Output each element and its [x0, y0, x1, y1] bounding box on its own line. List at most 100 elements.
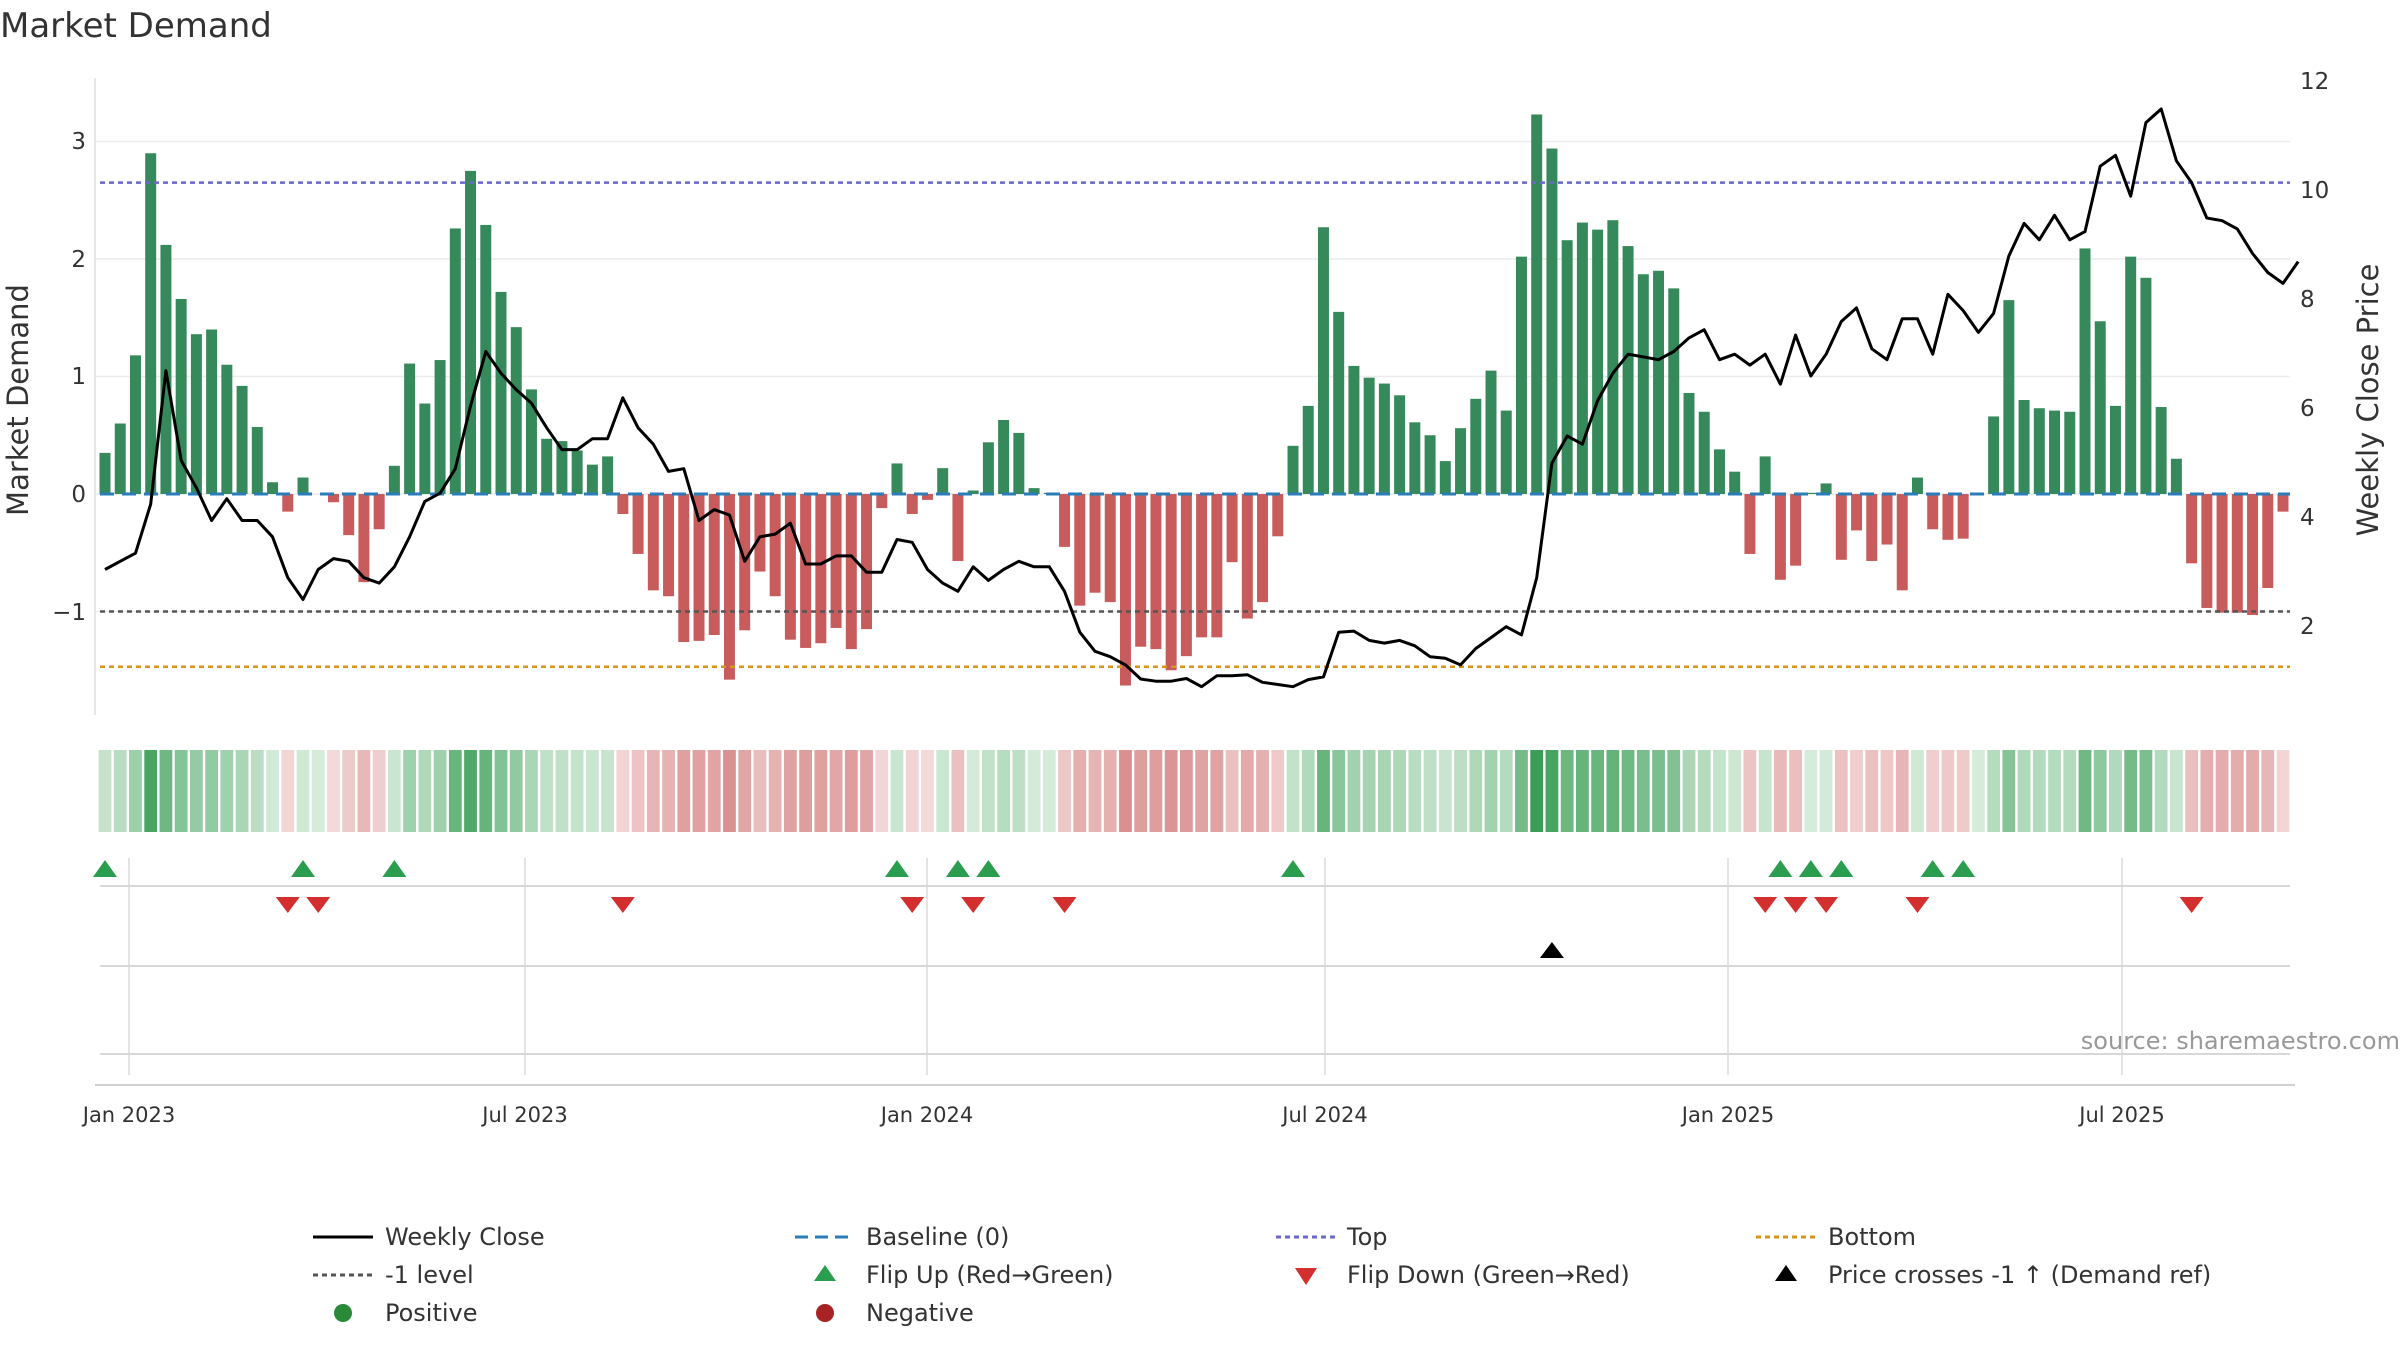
heat-strip-cell: [1926, 750, 1940, 832]
positive-demand-bar: [525, 389, 537, 495]
flip-down-marker: [961, 897, 986, 913]
heat-strip-cell: [860, 750, 873, 832]
negative-demand-bar: [1196, 494, 1208, 638]
positive-demand-bar: [556, 441, 568, 495]
heat-strip-cell: [890, 750, 904, 832]
positive-demand-bar: [175, 298, 187, 494]
heat-strip-cell: [98, 750, 112, 832]
negative-demand-bar: [1257, 494, 1269, 603]
heat-strip-cell: [1530, 750, 1544, 832]
negative-demand-bar: [282, 494, 294, 512]
heat-strip-cell: [951, 750, 965, 832]
legend-price-cross: Price crosses -1 ↑ (Demand ref): [1828, 1261, 2211, 1289]
heat-strip-cell: [814, 750, 828, 832]
positive-demand-bar: [1820, 483, 1832, 494]
heat-strip-cell: [1271, 750, 1285, 832]
legend-swatch-negative: [816, 1304, 834, 1322]
positive-demand-bar: [1805, 492, 1817, 494]
heat-strip-cell: [1545, 750, 1559, 832]
x-tick-jul-2023: Jul 2023: [480, 1103, 567, 1127]
y2-tick-8: 8: [2300, 287, 2315, 313]
legend-top: Top: [1346, 1223, 1388, 1251]
heat-strip-cell: [936, 750, 950, 832]
heat-strip-cell: [220, 750, 234, 832]
heat-strip-cell: [1880, 750, 1894, 832]
heat-strip-cell: [540, 750, 554, 832]
heat-strip-cell: [1377, 750, 1391, 832]
positive-demand-bar: [510, 327, 522, 494]
negative-demand-bar: [327, 494, 339, 503]
positive-demand-bar: [1378, 383, 1390, 494]
heat-strip-cell: [723, 750, 736, 832]
positive-demand-bar: [2155, 407, 2167, 494]
negative-demand-bar: [373, 494, 385, 530]
heat-strip-cell: [2124, 750, 2138, 832]
flip-down-marker: [900, 897, 925, 913]
positive-demand-bar: [251, 427, 263, 494]
legend-swatch-flip-down: [1295, 1268, 1317, 1285]
positive-demand-bar: [2003, 300, 2015, 495]
heat-strip-cell: [1819, 750, 1833, 832]
heat-strip-cell: [357, 750, 371, 832]
negative-demand-bar: [2277, 494, 2289, 512]
gridlines: [95, 140, 2290, 1075]
positive-demand-bar: [145, 153, 157, 494]
positive-demand-bar: [1470, 398, 1482, 494]
positive-demand-bar: [1287, 445, 1299, 494]
positive-demand-bar: [1348, 365, 1360, 494]
heat-strip-cell: [2048, 750, 2061, 832]
positive-demand-bar: [1622, 246, 1634, 494]
heat-strip-cell: [327, 750, 340, 832]
heat-strip-cell: [1210, 750, 1224, 832]
heat-strip-cell: [1606, 750, 1620, 832]
heat-strip-cell: [1956, 750, 1970, 832]
x-tick-jul-2025: Jul 2025: [2077, 1103, 2164, 1127]
heat-strip-cell: [1971, 750, 1985, 832]
heat-strip-cell: [250, 750, 264, 832]
heat-strip-cell: [403, 750, 417, 832]
heat-strip-cell: [2215, 750, 2229, 832]
heat-strip-cell: [1195, 750, 1209, 832]
heat-strip-cell: [1423, 750, 1437, 832]
demand-heat-strip: [98, 750, 2290, 832]
negative-demand-bar: [1059, 494, 1071, 547]
positive-demand-bar: [1698, 411, 1710, 494]
reference-lines: [100, 181, 2290, 668]
heat-strip-cell: [2230, 750, 2244, 832]
negative-demand-bar: [343, 494, 355, 536]
y-axis-label: Market Demand: [1, 284, 35, 516]
positive-demand-bar: [1713, 449, 1725, 494]
positive-demand-bar: [937, 468, 949, 494]
heat-strip-cell: [1240, 750, 1254, 832]
heat-strip-cell: [1179, 750, 1193, 832]
heat-strip-cell: [1164, 750, 1178, 832]
heat-strip-cell: [129, 750, 142, 832]
positive-demand-bar: [2094, 321, 2106, 494]
source-note: source: sharemaestro.com: [2081, 1027, 2400, 1055]
heat-strip-cell: [1560, 750, 1574, 832]
negative-demand-bar: [1211, 494, 1223, 638]
flip-down-marker: [1052, 897, 1077, 913]
heat-strip-cell: [1804, 750, 1818, 832]
positive-demand-bar: [1668, 288, 1680, 495]
legend-weekly-close: Weekly Close: [385, 1223, 545, 1251]
heat-strip-cell: [905, 750, 919, 832]
heat-strip-cell: [1301, 750, 1315, 832]
heat-strip-cell: [1911, 750, 1924, 832]
negative-demand-bar: [708, 494, 720, 635]
heat-strip-cell: [2032, 750, 2046, 832]
negative-demand-bar: [1074, 494, 1086, 606]
negative-demand-bar: [815, 494, 827, 644]
positive-demand-bar: [1363, 377, 1375, 495]
positive-demand-bar: [1394, 395, 1406, 494]
heat-strip-cell: [1088, 750, 1102, 832]
negative-demand-bar: [921, 494, 933, 500]
heat-strip-cell: [1499, 750, 1513, 832]
heat-strip-cell: [205, 750, 219, 832]
legend-negative: Negative: [866, 1299, 974, 1327]
heat-strip-cell: [1332, 750, 1346, 832]
negative-demand-bar: [663, 494, 675, 597]
negative-demand-bar: [1241, 494, 1253, 619]
y2-tick-4: 4: [2300, 505, 2315, 531]
